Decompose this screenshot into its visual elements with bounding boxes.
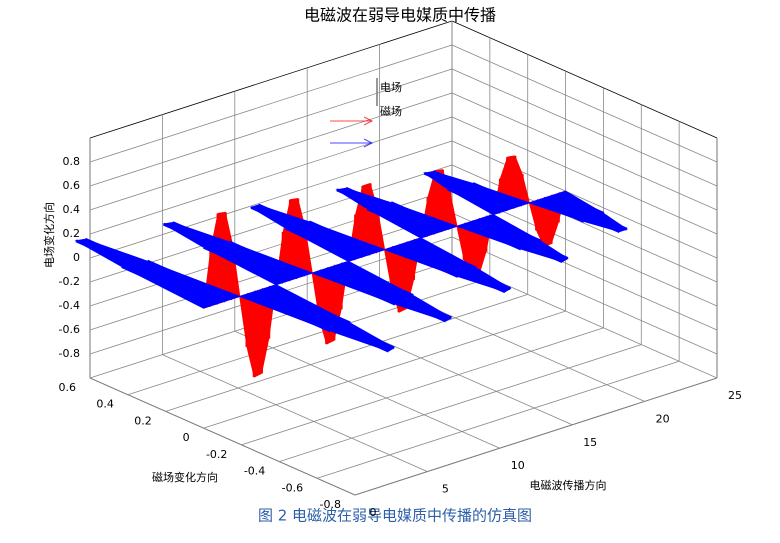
wave-area bbox=[74, 171, 628, 352]
grid-line bbox=[451, 140, 718, 259]
grid-line bbox=[89, 92, 453, 211]
grid-line bbox=[162, 354, 428, 472]
y-tick-label: -0.6 bbox=[282, 481, 303, 494]
z-tick-label: -0.4 bbox=[59, 299, 80, 312]
y-axis-label: 磁场变化方向 bbox=[152, 470, 218, 484]
y-tick-label: -0.8 bbox=[320, 498, 341, 511]
grid-line bbox=[127, 277, 490, 396]
y-tick-label: 0.6 bbox=[59, 381, 77, 394]
axis-edge bbox=[451, 20, 718, 139]
x-axis-label: 电磁波传播方向 bbox=[530, 478, 607, 492]
grid-line bbox=[89, 116, 453, 235]
y-tick-label: -0.4 bbox=[244, 465, 265, 478]
grid-line bbox=[89, 377, 356, 496]
legend-arrowhead bbox=[363, 138, 374, 148]
y-tick-label: 0 bbox=[183, 431, 190, 444]
x-tick-label: 5 bbox=[442, 483, 449, 496]
z-tick-label: 0.2 bbox=[63, 227, 81, 240]
grid-line bbox=[89, 68, 453, 187]
figure-caption: 图 2 电磁波在弱导电媒质中传播的仿真图 bbox=[258, 507, 532, 525]
legend-label: 电场 bbox=[380, 80, 402, 94]
wave-area bbox=[202, 155, 567, 378]
grid-line bbox=[451, 68, 718, 187]
grid-line bbox=[241, 327, 604, 446]
z-tick-label: 0.6 bbox=[63, 179, 81, 192]
grid-line bbox=[234, 330, 500, 449]
z-tick-label: 0.4 bbox=[63, 203, 81, 216]
grid-line bbox=[317, 360, 680, 479]
grid-line bbox=[451, 44, 718, 163]
grid-line bbox=[354, 377, 718, 496]
grid-line bbox=[451, 92, 718, 211]
grid-line bbox=[203, 310, 566, 429]
axis-edge bbox=[89, 20, 453, 139]
grid-line bbox=[89, 140, 453, 259]
z-tick-label: -0.2 bbox=[59, 275, 80, 288]
z-axis-label: 电场变化方向 bbox=[42, 202, 56, 268]
chart-title: 电磁波在弱导电媒质中传播 bbox=[304, 6, 496, 25]
grid-line bbox=[279, 344, 642, 462]
y-tick-label: -0.2 bbox=[206, 448, 227, 461]
y-tick-label: 0.4 bbox=[96, 398, 114, 411]
x-tick-label: 15 bbox=[583, 436, 597, 449]
legend-label: 磁场 bbox=[380, 104, 402, 118]
legend-arrowhead bbox=[363, 116, 374, 126]
z-tick-label: 0.8 bbox=[63, 155, 81, 168]
z-tick-label: 0 bbox=[73, 251, 80, 264]
grid-line bbox=[451, 116, 718, 235]
x-tick-label: 10 bbox=[511, 459, 525, 472]
grid-line bbox=[89, 44, 453, 163]
x-tick-label: 25 bbox=[728, 389, 742, 402]
y-tick-label: 0.2 bbox=[134, 414, 152, 427]
grid-line bbox=[165, 294, 528, 412]
x-tick-label: 0 bbox=[370, 506, 377, 519]
x-tick-label: 20 bbox=[656, 412, 670, 425]
z-tick-label: -0.6 bbox=[59, 323, 80, 336]
grid-line bbox=[451, 236, 718, 355]
grid-line bbox=[451, 164, 718, 283]
z-tick-label: -0.8 bbox=[59, 347, 80, 360]
